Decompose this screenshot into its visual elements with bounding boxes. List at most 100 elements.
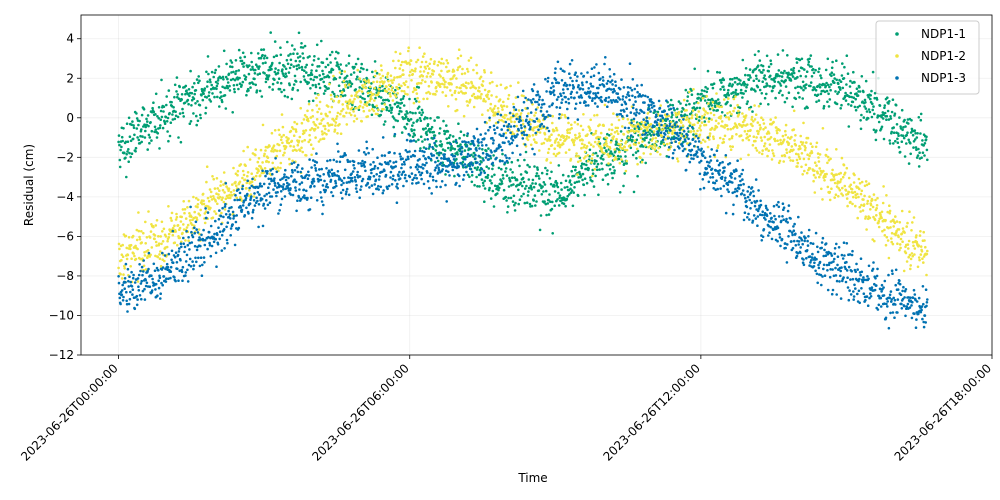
data-point [532, 185, 536, 189]
data-point [538, 131, 542, 134]
data-point [812, 173, 816, 177]
data-point [405, 138, 409, 142]
data-point [405, 122, 409, 126]
data-point [388, 103, 392, 107]
data-point [663, 113, 667, 116]
data-point [476, 161, 479, 164]
data-point [301, 46, 305, 49]
data-point [369, 163, 372, 166]
data-point [596, 142, 599, 146]
data-point [784, 85, 788, 88]
data-point [242, 173, 246, 177]
data-point [351, 179, 354, 183]
data-point [306, 117, 310, 121]
data-point [289, 52, 292, 56]
data-point [291, 193, 295, 197]
data-point [731, 78, 734, 81]
data-point [414, 67, 417, 70]
data-point [899, 246, 902, 250]
data-point [457, 48, 461, 51]
data-point [703, 113, 707, 116]
data-point [181, 208, 185, 211]
data-point [839, 178, 843, 181]
data-point [187, 199, 191, 203]
data-point [483, 200, 486, 203]
data-point [216, 243, 220, 246]
data-point [432, 62, 436, 66]
data-point [399, 155, 402, 158]
data-point [311, 99, 315, 103]
data-point [859, 192, 863, 196]
data-point [419, 70, 422, 73]
data-point [835, 148, 838, 151]
data-point [176, 93, 179, 96]
data-point [538, 120, 541, 123]
data-point [413, 149, 417, 153]
data-point [779, 138, 782, 142]
data-point [614, 157, 618, 161]
data-point [425, 91, 428, 95]
data-point [480, 92, 483, 96]
data-point [745, 85, 748, 89]
data-point [903, 118, 906, 122]
data-point [877, 219, 881, 223]
data-point [125, 257, 129, 261]
data-point [888, 209, 892, 213]
data-point [841, 62, 844, 65]
data-point [362, 78, 366, 82]
data-point [671, 131, 675, 135]
data-point [147, 251, 151, 255]
data-point [622, 133, 626, 136]
data-point [816, 93, 820, 97]
data-point [601, 151, 604, 154]
data-point [188, 219, 192, 222]
data-point [591, 168, 594, 172]
data-point [750, 118, 753, 121]
data-point [582, 157, 586, 160]
data-point [822, 107, 825, 110]
data-point [280, 113, 284, 116]
data-point [327, 87, 330, 90]
data-point [471, 84, 475, 88]
data-point [235, 196, 238, 200]
data-point [923, 239, 926, 242]
data-point [856, 216, 859, 220]
data-point [598, 142, 602, 145]
data-point [752, 120, 755, 123]
data-point [780, 154, 784, 158]
data-point [883, 106, 886, 110]
data-point [525, 171, 529, 174]
data-point [560, 113, 564, 116]
data-point [295, 149, 298, 152]
data-point [718, 105, 721, 109]
data-point [613, 169, 616, 172]
data-point [234, 59, 238, 62]
data-point [410, 172, 414, 175]
data-point [229, 78, 233, 82]
data-point [284, 187, 288, 191]
data-point [884, 218, 887, 222]
data-point [540, 193, 544, 196]
data-point [835, 59, 838, 62]
data-point [576, 160, 580, 164]
data-point [798, 144, 801, 148]
data-point [540, 142, 544, 146]
data-point [366, 94, 370, 98]
data-point [919, 132, 922, 135]
data-point [801, 141, 805, 144]
data-point [700, 92, 703, 96]
data-point [759, 136, 763, 139]
data-point [509, 125, 513, 128]
data-point [392, 174, 395, 178]
data-point [451, 135, 455, 138]
data-point [771, 149, 774, 152]
data-point [496, 192, 499, 195]
data-point [643, 129, 647, 132]
data-point [608, 168, 612, 171]
data-point [778, 82, 782, 85]
data-point [258, 182, 262, 185]
data-point [428, 186, 431, 190]
data-point [457, 165, 461, 168]
data-point [365, 146, 369, 150]
data-point [621, 117, 625, 121]
